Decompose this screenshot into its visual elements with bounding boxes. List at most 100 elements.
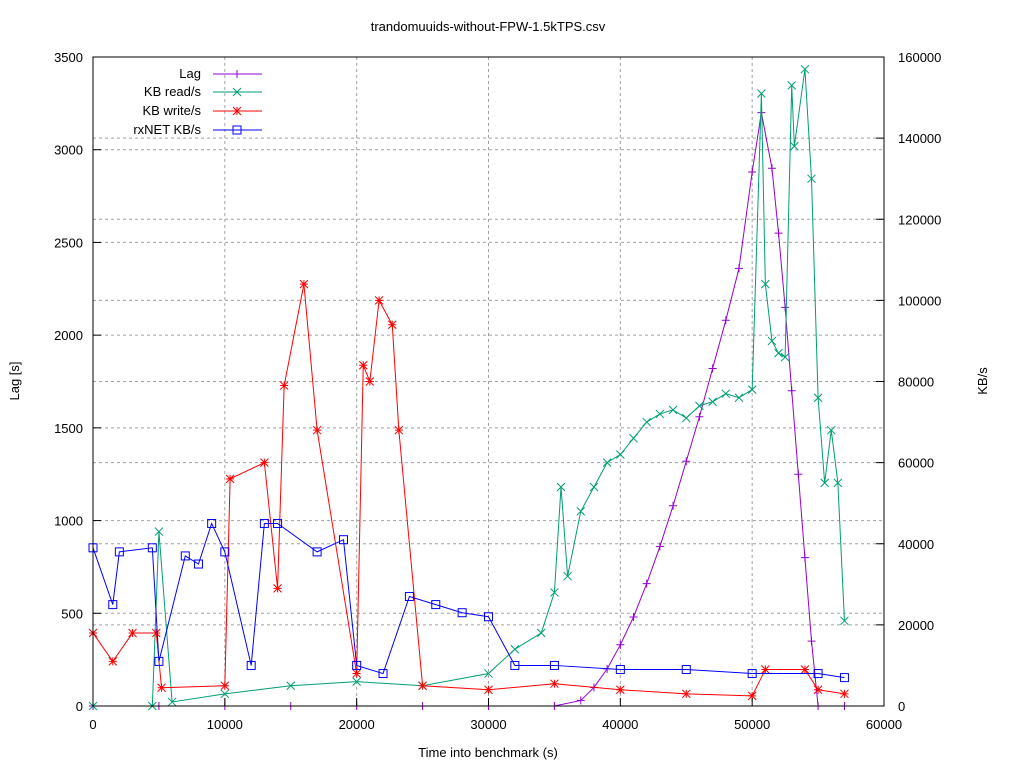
x-marker-icon	[789, 141, 799, 151]
legend-item-lag: Lag	[179, 66, 262, 81]
star-marker-icon	[418, 681, 427, 691]
y-tick-label: 3500	[54, 50, 83, 65]
plus-marker-icon	[781, 303, 790, 312]
star-marker-icon	[128, 628, 137, 638]
square-marker-icon	[549, 660, 559, 670]
x-marker-icon	[807, 174, 816, 184]
y-tick-label: 2000	[54, 328, 83, 343]
x-marker-icon	[220, 689, 230, 699]
series-line	[92, 522, 845, 679]
x-marker-icon	[602, 458, 612, 467]
y-tick-label: 2500	[54, 235, 83, 250]
square-marker-icon	[747, 669, 757, 679]
square-marker-icon	[404, 591, 414, 601]
x-marker-icon	[800, 64, 810, 74]
x-marker-icon	[813, 393, 823, 403]
square-marker-icon	[147, 543, 157, 553]
square-marker-icon	[378, 669, 388, 679]
star-marker-icon	[279, 381, 289, 390]
x-marker-icon	[629, 433, 638, 443]
square-marker-icon	[352, 660, 362, 670]
plus-marker-icon	[233, 70, 241, 78]
x-tick-label: 60000	[866, 717, 902, 732]
square-marker-icon	[259, 518, 269, 528]
y2-tick-label: 60000	[898, 456, 934, 471]
square-marker-icon	[273, 518, 283, 528]
x-marker-icon	[695, 401, 704, 411]
square-marker-icon	[510, 660, 520, 670]
x-tick-label: 30000	[470, 717, 506, 732]
y-axis-label: Lag [s]	[7, 361, 22, 400]
x-marker-icon	[767, 336, 777, 346]
y-tick-label: 3000	[54, 143, 83, 158]
x-marker-icon	[826, 425, 836, 435]
square-marker-icon	[246, 660, 256, 670]
x-marker-icon	[820, 478, 830, 488]
y2-tick-label: 0	[898, 699, 905, 714]
y-axis-right: 0 20000 40000 60000 80000 100000 120000 140000 1…	[876, 50, 941, 714]
legend-label: KB read/s	[144, 84, 202, 99]
star-marker-icon	[365, 377, 375, 386]
x-marker-icon	[655, 409, 665, 419]
square-marker-icon	[431, 600, 441, 610]
y2-tick-label: 120000	[898, 212, 941, 227]
legend: Lag KB read/s KB write/s rxNET KB/s	[133, 66, 262, 137]
star-marker-icon	[352, 669, 362, 678]
x-marker-icon	[757, 89, 766, 98]
star-marker-icon	[312, 425, 322, 435]
star-marker-icon	[151, 628, 161, 638]
star-marker-icon	[260, 458, 269, 467]
star-marker-icon	[387, 320, 397, 330]
square-marker-icon	[180, 551, 190, 561]
x-marker-icon	[615, 450, 625, 459]
series-line	[93, 69, 845, 707]
x-marker-icon	[556, 482, 566, 492]
star-marker-icon	[394, 425, 404, 435]
plus-marker-icon	[767, 164, 776, 173]
square-marker-icon	[813, 669, 823, 679]
star-marker-icon	[273, 584, 282, 593]
star-marker-icon	[374, 296, 384, 305]
plus-marker-icon	[576, 696, 585, 705]
x-marker-icon	[536, 628, 546, 638]
plus-marker-icon	[629, 612, 638, 621]
y-tick-label: 1500	[54, 421, 83, 436]
star-marker-icon	[232, 106, 242, 116]
legend-label: rxNET KB/s	[133, 122, 201, 137]
series-kb-write-s	[88, 279, 849, 701]
legend-item-rxnet: rxNET KB/s	[133, 122, 262, 137]
y-tick-label: 1000	[54, 514, 83, 529]
plus-marker-icon	[655, 542, 664, 551]
plus-marker-icon	[774, 229, 783, 238]
plus-marker-icon	[734, 264, 743, 273]
x-marker-icon	[510, 644, 520, 654]
star-marker-icon	[681, 689, 691, 699]
x-marker-icon	[352, 677, 362, 687]
square-marker-icon	[108, 600, 118, 610]
x-tick-label: 10000	[207, 717, 243, 732]
legend-item-kb-read: KB read/s	[144, 84, 262, 99]
square-marker-icon	[193, 559, 203, 569]
plus-marker-icon	[695, 412, 704, 421]
x-marker-icon	[668, 405, 678, 415]
y2-tick-label: 160000	[898, 50, 941, 65]
x-marker-icon	[681, 413, 691, 423]
chart-title: trandomuuids-without-FPW-1.5kTPS.csv	[371, 19, 606, 34]
plus-marker-icon	[642, 579, 651, 588]
series-lag	[89, 108, 849, 710]
y2-tick-label: 140000	[898, 131, 941, 146]
star-marker-icon	[108, 657, 118, 666]
legend-item-kb-write: KB write/s	[142, 103, 262, 118]
star-marker-icon	[800, 665, 810, 674]
x-marker-icon	[589, 482, 599, 492]
square-marker-icon	[681, 664, 691, 674]
y-axis-left: 0 500 1000 1500 2000 2500 3000 3500	[54, 50, 101, 714]
plus-marker-icon	[721, 316, 730, 325]
x-marker-icon	[734, 393, 744, 403]
plus-marker-icon	[669, 501, 678, 510]
x-marker-icon	[780, 352, 790, 362]
x-marker-icon	[167, 697, 177, 707]
square-marker-icon	[484, 612, 493, 622]
x-marker-icon	[747, 385, 757, 394]
